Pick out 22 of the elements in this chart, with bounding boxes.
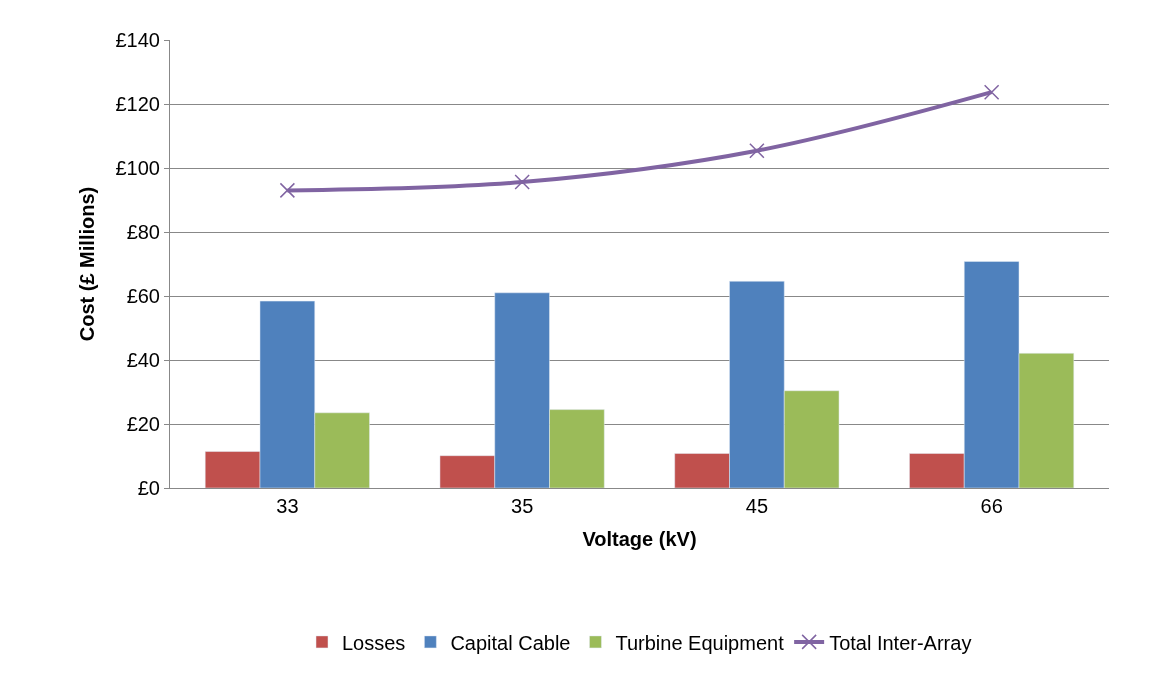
legend-label: Turbine Equipment (615, 631, 785, 654)
y-tick-label: £20 (126, 413, 160, 435)
point (749, 142, 765, 159)
y-tick-label: £120 (115, 93, 160, 115)
x-tick-label: 66 (980, 495, 1003, 517)
x-tick-label: 35 (511, 495, 534, 517)
x-axis-title: Voltage (kV) (582, 527, 697, 550)
point (983, 84, 1000, 100)
point (279, 182, 296, 199)
y-axis-title: Cost (£ Millions) (76, 186, 98, 342)
point (514, 174, 530, 190)
legend-label: Total Inter-Array (829, 631, 972, 654)
y-tick-label: £40 (126, 349, 160, 371)
x-tick-label: 33 (276, 495, 299, 517)
legend-label: Losses (342, 631, 406, 654)
x-tick-label: 45 (745, 495, 769, 517)
y-tick-label: £0 (137, 477, 160, 499)
y-tick-label: £100 (115, 157, 160, 179)
y-tick-label: £60 (126, 285, 160, 307)
y-tick-label: £80 (126, 221, 160, 243)
y-tick-label: £140 (115, 29, 160, 51)
legend-label: Capital Cable (450, 631, 571, 654)
